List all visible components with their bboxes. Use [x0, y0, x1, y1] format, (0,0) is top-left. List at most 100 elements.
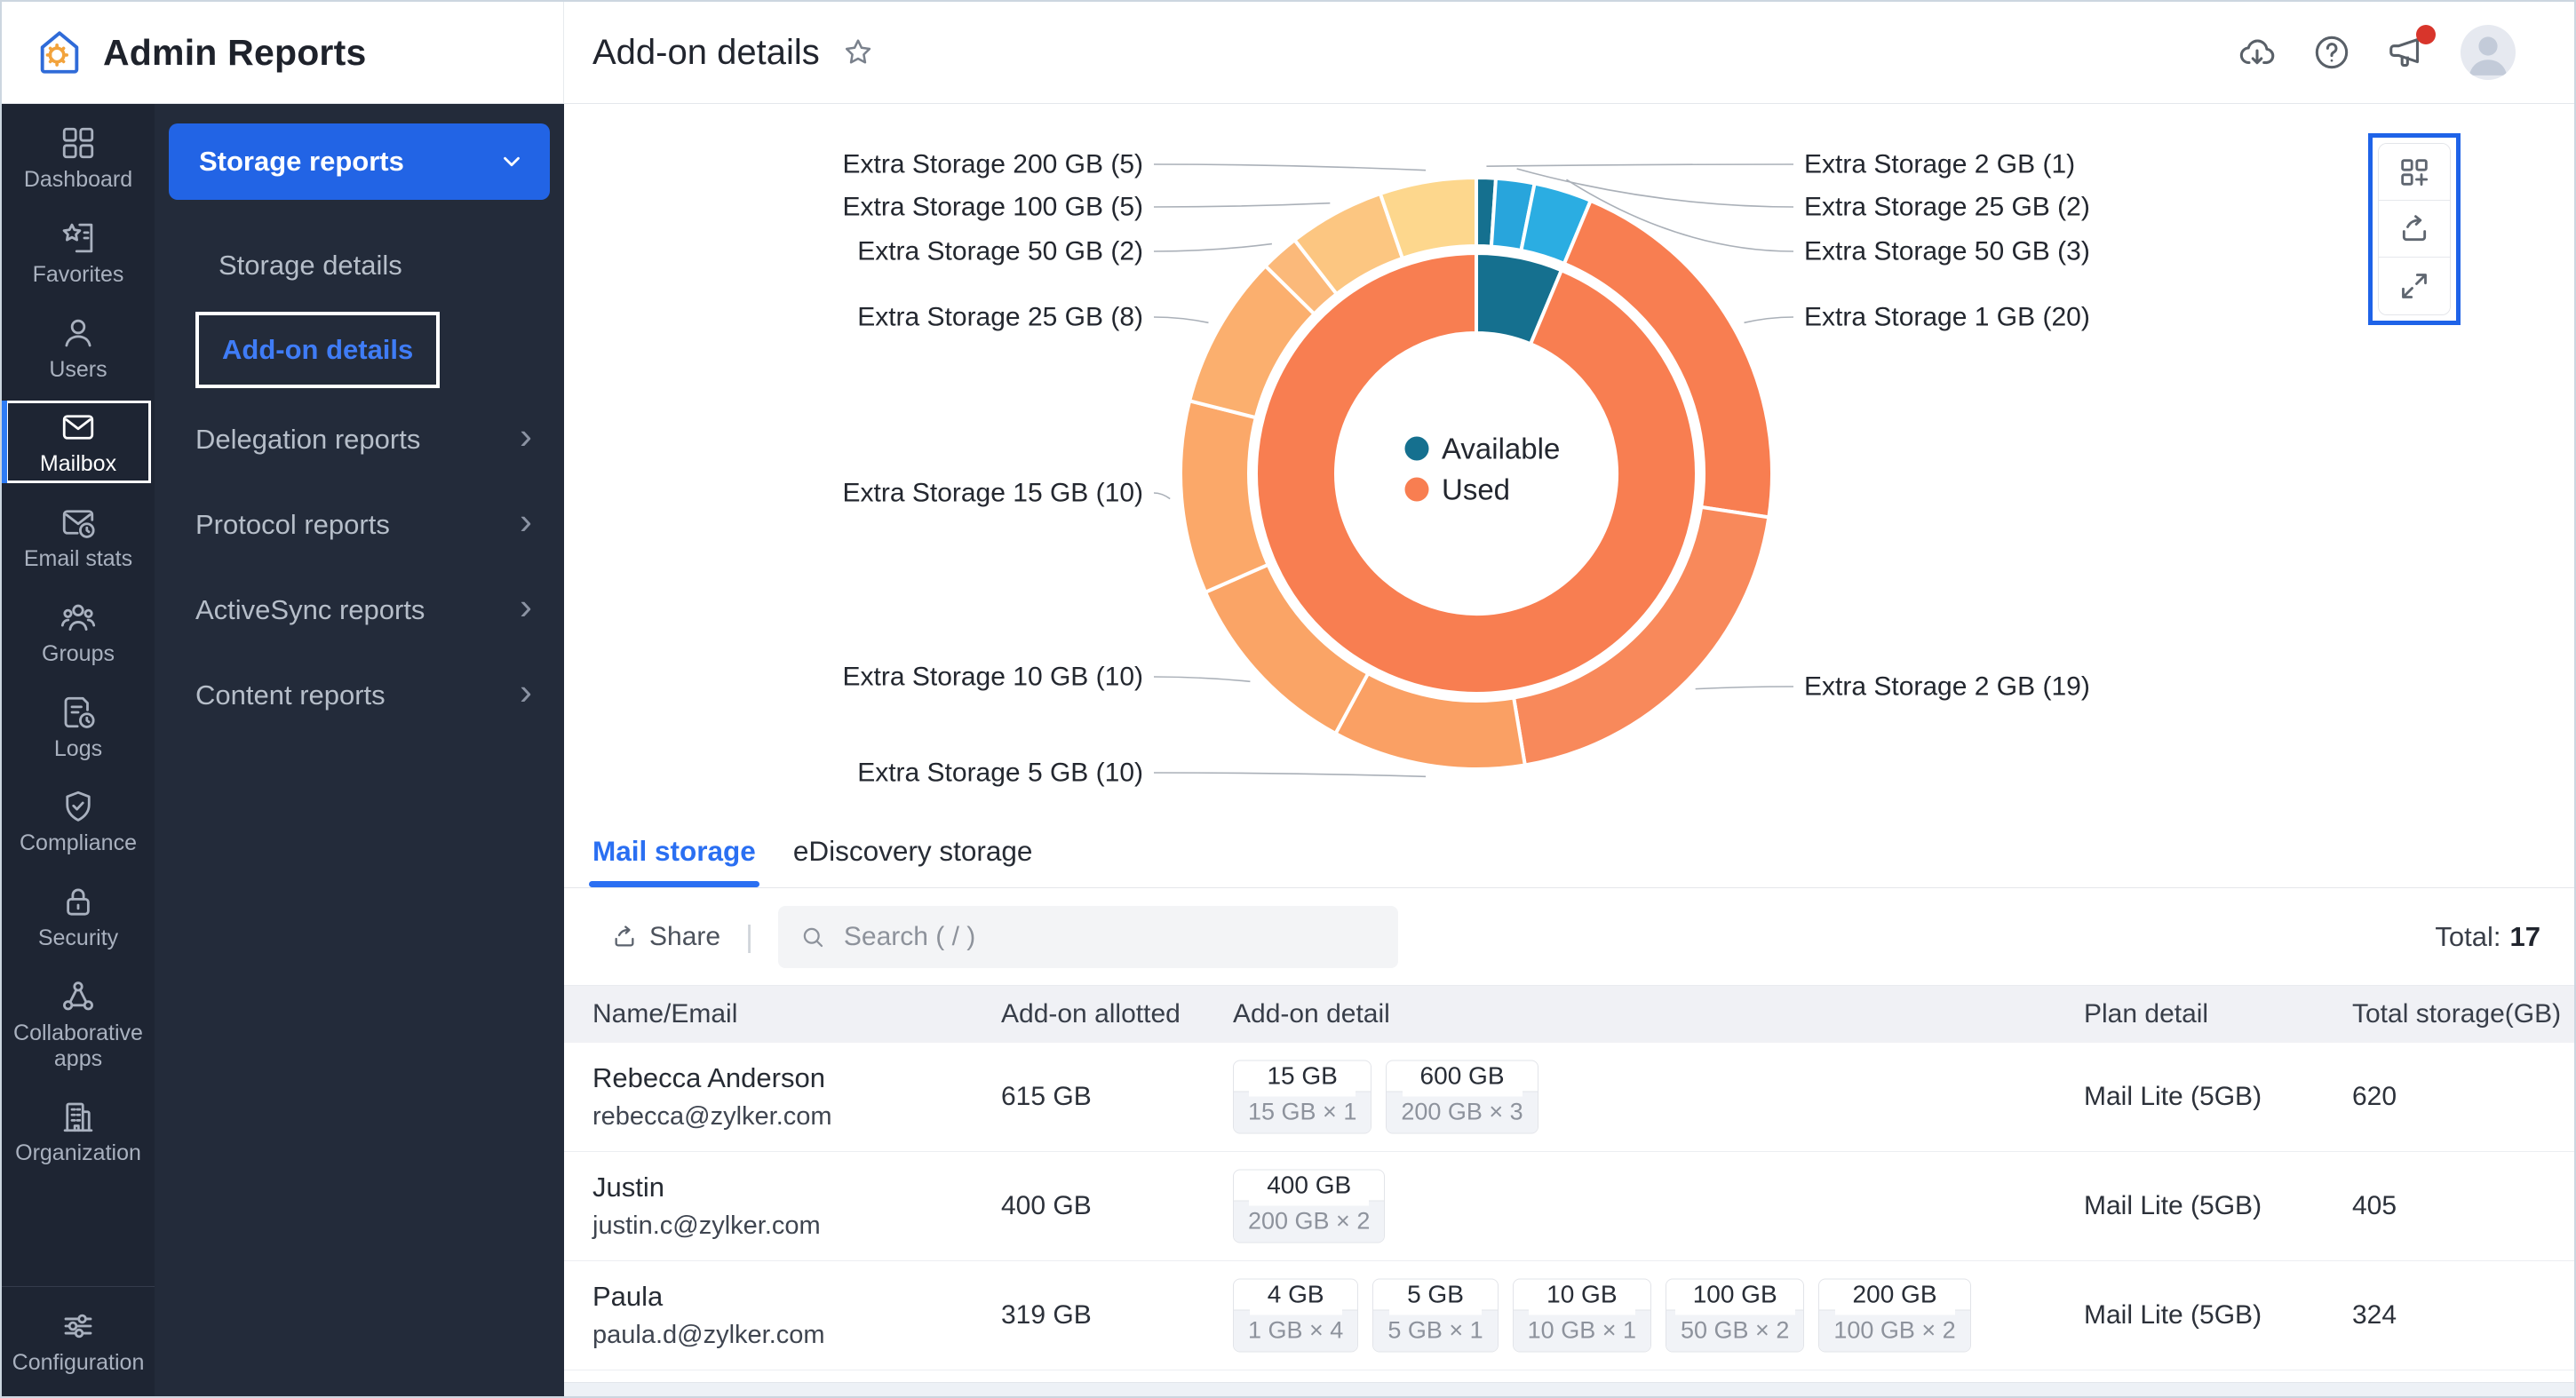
download-icon[interactable] — [2237, 32, 2278, 73]
favorite-star-icon[interactable] — [841, 36, 875, 69]
total-storage: 324 — [2352, 1300, 2397, 1330]
addon-detail-chips: 400 GB200 GB × 2 — [1233, 1170, 1385, 1243]
page-title-bar: Add-on details — [564, 2, 2576, 103]
favorites-icon — [60, 219, 97, 257]
addon-allotted: 400 GB — [1001, 1191, 1092, 1221]
label-leader-line — [1696, 687, 1793, 689]
addon-chip: 600 GB200 GB × 3 — [1386, 1060, 1538, 1134]
sidebar-item-email-stats[interactable]: Email stats — [5, 496, 151, 578]
collaborative-apps-icon — [60, 978, 97, 1015]
dashboard-icon — [60, 124, 97, 162]
header-brand: Admin Reports — [2, 2, 564, 103]
sidebar-item-configuration[interactable]: Configuration — [5, 1299, 151, 1382]
chart-label-extra-storage-50-gb-3-: Extra Storage 50 GB (3) — [1804, 237, 2090, 266]
sidebar-item-compliance[interactable]: Compliance — [5, 780, 151, 862]
chevron-down-icon — [498, 148, 525, 175]
menu-item-content-reports[interactable]: Content reports› — [155, 653, 564, 738]
chart-label-extra-storage-2-gb-1-: Extra Storage 2 GB (1) — [1804, 150, 2075, 179]
chart-label-extra-storage-25-gb-2-: Extra Storage 25 GB (2) — [1804, 193, 2090, 222]
reports-menu-panel: Storage reports Storage detailsAdd-on de… — [155, 104, 564, 1396]
sidebar-item-organization[interactable]: Organization — [5, 1090, 151, 1172]
addon-chip: 15 GB15 GB × 1 — [1233, 1060, 1371, 1134]
table-header: Name/EmailAdd-on allottedAdd-on detailPl… — [564, 986, 2576, 1043]
menu-item-delegation-reports[interactable]: Delegation reports› — [155, 397, 564, 482]
sidebar-item-security[interactable]: Security — [5, 875, 151, 957]
organization-icon — [60, 1098, 97, 1135]
sidebar-item-collaborative-apps[interactable]: Collaborative apps — [5, 970, 151, 1078]
table-body: Rebecca Andersonrebecca@zylker.com 615 GB… — [564, 1043, 2576, 1370]
table-row[interactable]: Rebecca Andersonrebecca@zylker.com 615 GB… — [564, 1043, 2576, 1152]
sidebar-item-favorites[interactable]: Favorites — [5, 211, 151, 294]
chart-label-extra-storage-100-gb-5-: Extra Storage 100 GB (5) — [843, 193, 1144, 222]
tab-ediscovery-storage[interactable]: eDiscovery storage — [793, 835, 1033, 887]
tab-mail-storage[interactable]: Mail storage — [592, 835, 756, 887]
addon-chip: 400 GB200 GB × 2 — [1233, 1170, 1385, 1243]
chart-label-extra-storage-50-gb-2-: Extra Storage 50 GB (2) — [857, 237, 1143, 266]
column-header-total-storage-gb-: Total storage(GB) — [2352, 999, 2561, 1029]
notification-badge — [2416, 25, 2436, 44]
legend-label-available: Available — [1442, 433, 1560, 465]
add-to-dashboard-button[interactable] — [2379, 144, 2450, 201]
donut-segment-extra-storage-15-gb-10-[interactable] — [1181, 401, 1268, 592]
users-icon — [60, 314, 97, 352]
addon-chip: 10 GB10 GB × 1 — [1513, 1279, 1651, 1353]
user-name-email: Paulapaula.d@zylker.com — [592, 1281, 825, 1350]
table-row[interactable]: Paulapaula.d@zylker.com 319 GB 4 GB1 GB × … — [564, 1261, 2576, 1370]
sidebar-item-mailbox[interactable]: Mailbox — [5, 401, 151, 483]
addon-chip: 200 GB100 GB × 2 — [1818, 1279, 1970, 1353]
help-icon[interactable] — [2311, 32, 2352, 73]
total-count: Total:17 — [2435, 921, 2540, 953]
chart-label-extra-storage-10-gb-10-: Extra Storage 10 GB (10) — [843, 663, 1144, 692]
menu-item-protocol-reports[interactable]: Protocol reports› — [155, 482, 564, 568]
chart-label-extra-storage-200-gb-5-: Extra Storage 200 GB (5) — [843, 150, 1144, 179]
menu-item-storage-details[interactable]: Storage details — [155, 226, 564, 305]
user-name-email: Rebecca Andersonrebecca@zylker.com — [592, 1062, 832, 1132]
sidebar-item-logs[interactable]: Logs — [5, 686, 151, 768]
search-box — [778, 906, 1398, 968]
label-leader-line — [1154, 244, 1272, 251]
chevron-right-icon: › — [520, 417, 532, 455]
column-header-name-email: Name/Email — [592, 999, 737, 1029]
sidebar-item-groups[interactable]: Groups — [5, 591, 151, 673]
total-storage: 620 — [2352, 1082, 2397, 1112]
chevron-right-icon: › — [520, 588, 532, 625]
search-icon — [799, 924, 826, 950]
menu-group-storage-reports[interactable]: Storage reports — [169, 123, 550, 200]
search-input[interactable] — [842, 921, 1380, 953]
label-leader-line — [1154, 164, 1426, 171]
chart-label-extra-storage-2-gb-19-: Extra Storage 2 GB (19) — [1804, 672, 2090, 702]
mailbox-icon — [60, 409, 97, 446]
addon-detail-chips: 15 GB15 GB × 1600 GB200 GB × 3 — [1233, 1060, 1538, 1134]
chart-label-extra-storage-15-gb-10-: Extra Storage 15 GB (10) — [843, 479, 1144, 508]
compliance-icon — [60, 788, 97, 825]
groups-icon — [60, 599, 97, 636]
user-name-email: Justinjustin.c@zylker.com — [592, 1172, 821, 1241]
addon-allotted: 319 GB — [1001, 1300, 1092, 1330]
plan-detail: Mail Lite (5GB) — [2084, 1300, 2262, 1330]
announcement-icon[interactable] — [2386, 32, 2427, 73]
label-leader-line — [1486, 164, 1793, 166]
menu-item-add-on-details[interactable]: Add-on details — [195, 312, 440, 388]
avatar[interactable] — [2461, 25, 2516, 80]
addon-chip: 4 GB1 GB × 4 — [1233, 1279, 1358, 1353]
share-chart-button[interactable] — [2379, 201, 2450, 258]
sidebar-item-users[interactable]: Users — [5, 306, 151, 389]
addon-allotted: 615 GB — [1001, 1082, 1092, 1112]
share-button[interactable]: Share — [610, 922, 720, 952]
toolbar-divider: | — [745, 920, 753, 955]
expand-chart-button[interactable] — [2379, 258, 2450, 314]
plan-detail: Mail Lite (5GB) — [2084, 1082, 2262, 1112]
main-content: Extra Storage 2 GB (1) Extra Storage 25 G… — [564, 104, 2574, 1396]
menu-item-activesync-reports[interactable]: ActiveSync reports› — [155, 568, 564, 653]
page-title: Add-on details — [592, 33, 820, 73]
total-storage: 405 — [2352, 1191, 2397, 1221]
addon-chip: 100 GB50 GB × 2 — [1666, 1279, 1804, 1353]
sidebar-item-dashboard[interactable]: Dashboard — [5, 116, 151, 199]
label-leader-line — [1154, 677, 1250, 681]
chart-toolbox — [2368, 133, 2461, 325]
column-header-add-on-allotted: Add-on allotted — [1001, 999, 1181, 1029]
expand-icon — [2397, 268, 2432, 304]
table-row[interactable]: Justinjustin.c@zylker.com 400 GB 400 GB200… — [564, 1152, 2576, 1261]
column-header-plan-detail: Plan detail — [2084, 999, 2208, 1029]
legend-label-used: Used — [1442, 473, 1510, 506]
